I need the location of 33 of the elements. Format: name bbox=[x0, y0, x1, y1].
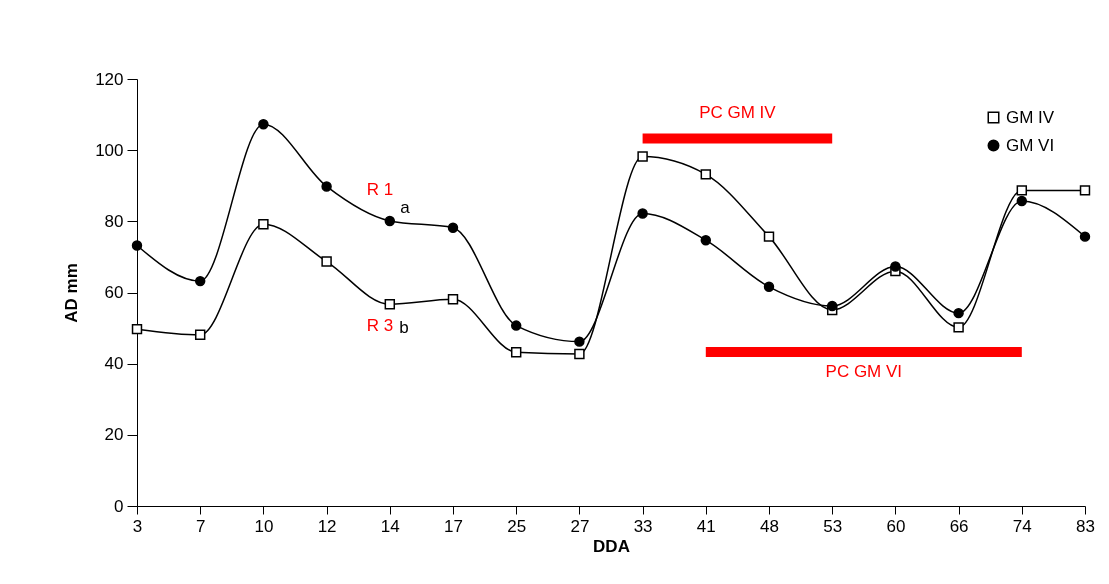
x-tick-label: 41 bbox=[696, 516, 716, 536]
x-tick-label: 27 bbox=[570, 516, 590, 536]
x-tick-label: 83 bbox=[1076, 516, 1095, 536]
y-tick-label: 120 bbox=[95, 69, 124, 89]
x-tick-label: 12 bbox=[317, 516, 337, 536]
x-axis-title: DDA bbox=[593, 536, 630, 556]
y-axis-title: AD mm bbox=[62, 263, 82, 323]
legend-label: GM VI bbox=[1006, 135, 1055, 155]
x-tick-label: 33 bbox=[633, 516, 653, 536]
x-tick-label: 53 bbox=[823, 516, 843, 536]
x-tick-label: 14 bbox=[380, 516, 400, 536]
x-tick-label: 7 bbox=[195, 516, 206, 536]
y-tick-label: 20 bbox=[104, 425, 124, 445]
x-tick-label: 17 bbox=[444, 516, 463, 536]
legend-label: GM IV bbox=[1006, 107, 1055, 127]
y-tick-label: 100 bbox=[95, 140, 124, 160]
annotation: b bbox=[399, 318, 409, 337]
y-tick-label: 60 bbox=[104, 283, 124, 302]
y-tick-label: 0 bbox=[114, 496, 124, 516]
x-tick-label: 60 bbox=[886, 516, 906, 536]
series-label: PC GM VI bbox=[825, 361, 903, 381]
x-tick-label: 66 bbox=[949, 516, 969, 536]
annotation: R 3 bbox=[366, 316, 394, 335]
x-tick-label: 74 bbox=[1012, 516, 1032, 536]
x-tick-label: 48 bbox=[760, 516, 779, 536]
y-tick-label: 40 bbox=[104, 354, 124, 374]
annotation: R 1 bbox=[366, 180, 394, 199]
y-tick-label: 80 bbox=[104, 211, 124, 231]
x-tick-label: 3 bbox=[132, 516, 143, 536]
series-label: PC GM IV bbox=[699, 103, 777, 123]
x-tick-label: 25 bbox=[507, 516, 527, 536]
annotation: a bbox=[400, 198, 411, 217]
x-tick-label: 10 bbox=[254, 516, 274, 536]
